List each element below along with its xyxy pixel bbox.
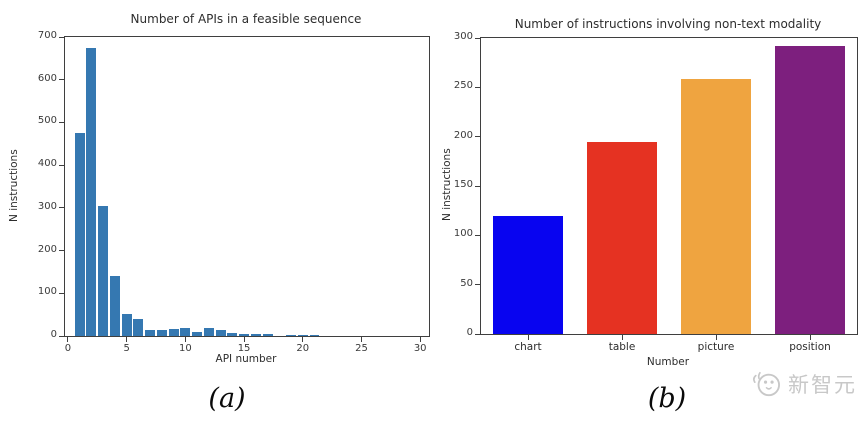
x-tick-mark: [621, 335, 623, 340]
y-tick-label: 400: [37, 158, 57, 170]
category-label-position: position: [789, 341, 831, 353]
hist-bar-x4: [109, 276, 120, 336]
chart-b-xlabel: Number: [646, 356, 690, 368]
y-tick-label: 700: [37, 30, 57, 41]
hist-bar-x17: [262, 333, 273, 336]
bar-position: [774, 45, 846, 334]
hist-bar-x20: [297, 334, 308, 336]
y-tick-mark: [59, 79, 64, 81]
y-tick-mark: [475, 86, 480, 88]
chart-a-xlabel: API number: [215, 353, 277, 365]
y-tick-label: 500: [37, 115, 57, 127]
hist-bar-x8: [156, 329, 167, 336]
x-tick-mark: [419, 337, 421, 342]
x-tick-mark: [67, 337, 69, 342]
y-tick-label: 250: [453, 80, 473, 92]
watermark-text: 新智元: [788, 373, 857, 397]
chart-b-plot-area: 0 50 100 150 200 250 300 chart table picture posit…: [454, 31, 858, 353]
bar-table: [586, 141, 658, 334]
chart-a-plot-area: 0 100 200 300 400 500 600 700 0 5 10 15 20 25 30: [38, 30, 430, 354]
hist-bar-x6: [133, 318, 144, 336]
y-tick-mark: [59, 164, 64, 166]
y-tick-label: 150: [453, 179, 473, 190]
hist-bar-x13: [215, 330, 226, 336]
x-tick-mark: [360, 337, 362, 342]
hist-bar-x2: [86, 47, 97, 336]
caption-a: (a): [208, 383, 246, 414]
y-tick-mark: [59, 121, 64, 123]
xinzhiyuan-mascot-icon: [752, 371, 780, 397]
x-tick-mark: [302, 337, 304, 342]
y-tick-mark: [475, 185, 480, 187]
x-tick-mark: [184, 337, 186, 342]
x-tick-label: 0: [64, 343, 72, 354]
x-tick-label: 30: [413, 343, 427, 354]
x-tick-label: 5: [123, 343, 130, 354]
hist-bar-x15: [239, 333, 250, 336]
y-tick-mark: [59, 36, 64, 38]
x-tick-label: 20: [296, 343, 310, 354]
y-tick-mark: [475, 284, 480, 286]
hist-bar-x21: [309, 334, 320, 336]
y-tick-label: 200: [453, 129, 473, 141]
bar-picture: [680, 79, 752, 334]
y-tick-mark: [475, 37, 480, 39]
y-tick-label: 200: [37, 243, 57, 255]
x-tick-label: 10: [178, 343, 192, 354]
caption-b: (b): [647, 383, 687, 414]
y-tick-mark: [475, 333, 480, 335]
x-tick-label: 25: [355, 343, 368, 354]
x-tick-mark: [715, 335, 717, 340]
x-tick-mark: [527, 335, 529, 340]
chart-a-title: Number of APIs in a feasible sequence: [130, 12, 362, 26]
hist-bar-x1: [74, 133, 85, 336]
x-tick-label: 15: [237, 343, 251, 354]
hist-bar-x16: [250, 334, 261, 336]
y-tick-label: 100: [453, 228, 473, 240]
hist-bar-x19: [286, 334, 296, 336]
y-tick-mark: [59, 335, 64, 337]
hist-bar-x12: [203, 327, 214, 336]
x-tick-mark: [126, 337, 128, 342]
x-tick-mark: [809, 335, 811, 340]
hist-bar-x10: [180, 328, 191, 336]
y-tick-mark: [59, 292, 64, 294]
y-tick-label: 0: [50, 329, 57, 340]
watermark: 新智元: [750, 369, 857, 399]
hist-bar-x7: [145, 330, 156, 336]
y-tick-label: 600: [37, 72, 57, 84]
category-label-chart: chart: [514, 341, 542, 353]
y-tick-label: 300: [37, 200, 57, 212]
y-tick-mark: [475, 234, 480, 236]
chart-b-title: Number of instructions involving non-tex…: [514, 17, 822, 31]
x-tick-mark: [243, 337, 245, 342]
y-tick-label: 300: [453, 31, 473, 42]
hist-bar-x11: [192, 331, 203, 336]
y-tick-label: 50: [460, 277, 473, 289]
hist-bar-x5: [121, 313, 132, 336]
category-label-picture: picture: [697, 341, 735, 353]
y-tick-label: 0: [466, 327, 473, 338]
y-tick-mark: [59, 250, 64, 252]
hist-bar-x14: [227, 332, 238, 336]
category-label-table: table: [608, 341, 636, 353]
y-tick-label: 100: [37, 286, 57, 298]
hist-bar-x3: [98, 205, 109, 336]
bar-chart: [492, 215, 564, 334]
y-tick-mark: [475, 136, 480, 138]
y-tick-mark: [59, 207, 64, 209]
hist-bar-x9: [168, 328, 179, 336]
